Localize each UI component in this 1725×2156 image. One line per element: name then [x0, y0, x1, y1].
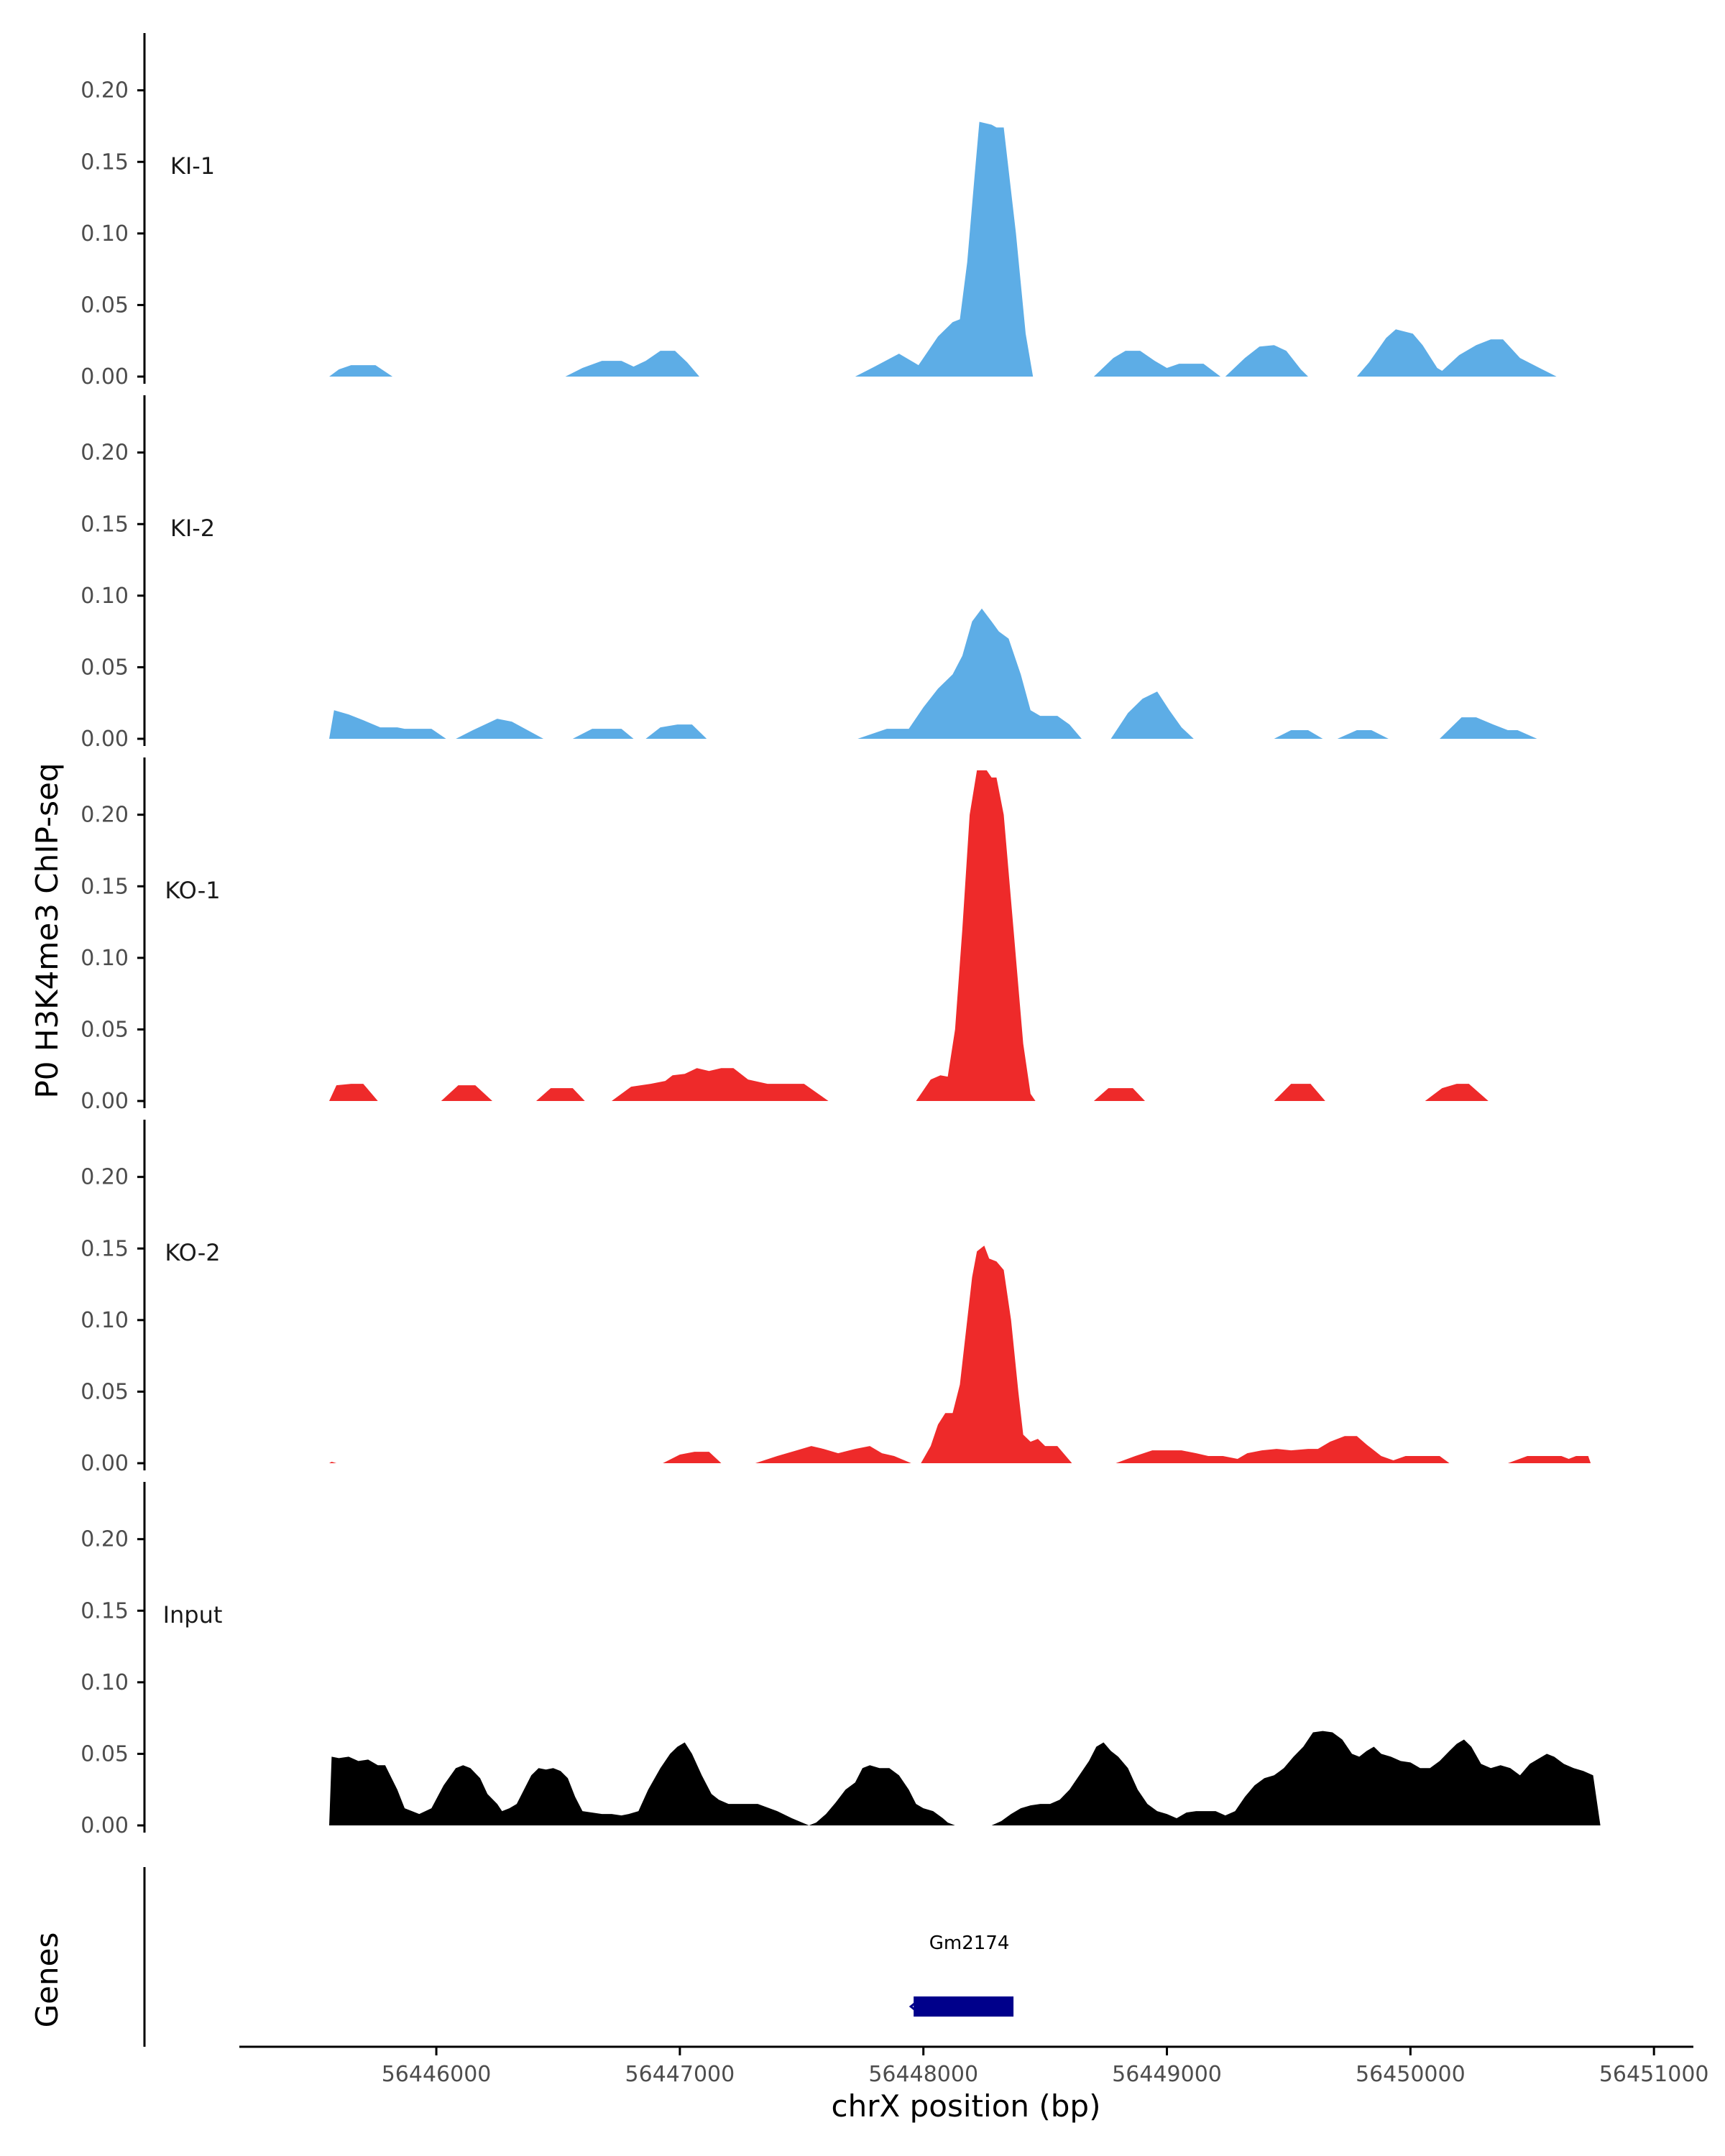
- y-tick-label: 0.20: [80, 1527, 129, 1552]
- y-tick-label: 0.15: [80, 1598, 129, 1623]
- x-tick-label: 56447000: [625, 2062, 735, 2087]
- signal-area: [329, 770, 1489, 1101]
- y-tick-label: 0.20: [80, 803, 129, 828]
- y-tick-label: 0.05: [80, 1379, 129, 1404]
- strand-arrow-icon: [908, 1999, 919, 2014]
- y-tick-label: 0.15: [80, 149, 129, 175]
- x-axis: 56446000 56447000 56448000 56449000 56450000…: [239, 2045, 1709, 2087]
- signal-area: [329, 121, 1557, 377]
- gene-panel: Gm2174: [143, 1867, 1014, 2047]
- track-ko-1: 0.00 0.05 0.10 0.15 0.20 KO-1: [80, 757, 1489, 1114]
- gene-gm2174: Gm2174: [908, 1932, 1014, 2017]
- x-tick-label: 56451000: [1599, 2062, 1709, 2087]
- y-tick-label: 0.15: [80, 512, 129, 537]
- y-tick-label: 0.10: [80, 1670, 129, 1695]
- gene-label: Gm2174: [929, 1932, 1010, 1954]
- x-tick-label: 56446000: [382, 2062, 492, 2087]
- signal-area: [329, 1245, 1591, 1463]
- y-tick-label: 0.10: [80, 221, 129, 247]
- y-tick-label: 0.00: [80, 1451, 129, 1476]
- track-label: KI-2: [170, 515, 215, 542]
- track-label: KO-2: [165, 1239, 220, 1266]
- y-axis-title: P0 H3K4me3 ChIP-seq: [29, 763, 65, 1098]
- x-tick-label: 56449000: [1112, 2062, 1222, 2087]
- track-label: KI-1: [170, 152, 215, 180]
- track-label: Input: [163, 1601, 223, 1628]
- track-panels: 0.00 0.05 0.10 0.15 0.20 KI-1 0.00 0.05 0.10 0.15…: [80, 33, 1601, 1838]
- y-tick-label: 0.05: [80, 1741, 129, 1766]
- y-tick-label: 0.10: [80, 1308, 129, 1333]
- x-tick-label: 56450000: [1356, 2062, 1466, 2087]
- y-tick-label: 0.10: [80, 584, 129, 609]
- x-tick-label: 56448000: [868, 2062, 978, 2087]
- signal-area: [329, 1731, 1601, 1825]
- y-tick-label: 0.00: [80, 1813, 129, 1838]
- x-axis-title: chrX position (bp): [832, 2088, 1101, 2124]
- y-tick-label: 0.15: [80, 874, 129, 899]
- y-tick-label: 0.15: [80, 1236, 129, 1261]
- genes-axis-title: Genes: [29, 1932, 65, 2028]
- y-tick-label: 0.05: [80, 1017, 129, 1042]
- track-ki-2: 0.00 0.05 0.10 0.15 0.20 KI-2: [80, 395, 1537, 752]
- gene-body: [914, 1996, 1014, 2017]
- y-tick-label: 0.20: [80, 78, 129, 103]
- y-tick-label: 0.05: [80, 292, 129, 318]
- y-tick-label: 0.00: [80, 364, 129, 390]
- y-tick-label: 0.10: [80, 946, 129, 971]
- track-input: 0.00 0.05 0.10 0.15 0.20 Input: [80, 1482, 1601, 1838]
- y-tick-label: 0.00: [80, 1089, 129, 1114]
- track-ko-2: 0.00 0.05 0.10 0.15 0.20 KO-2: [80, 1120, 1591, 1476]
- y-tick-label: 0.20: [80, 441, 129, 466]
- track-ki-1: 0.00 0.05 0.10 0.15 0.20 KI-1: [80, 33, 1557, 390]
- y-tick-label: 0.00: [80, 727, 129, 752]
- track-label: KO-1: [165, 877, 220, 904]
- signal-area: [329, 608, 1537, 739]
- y-tick-label: 0.20: [80, 1165, 129, 1190]
- y-tick-label: 0.05: [80, 655, 129, 680]
